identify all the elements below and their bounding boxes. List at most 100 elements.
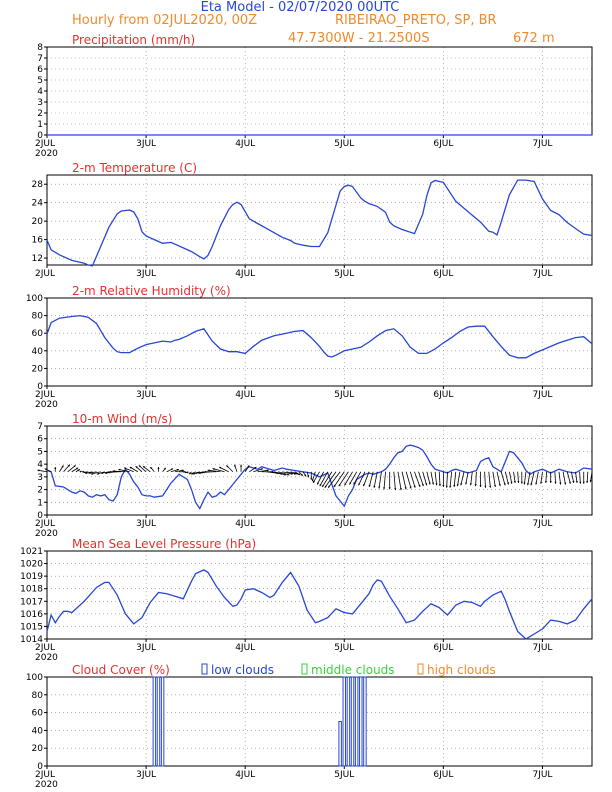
cloud-xtick-label: 5JUL (334, 770, 354, 780)
cloud-xtick-label: 3JUL (136, 770, 156, 780)
rh-ytick-label: 60 (32, 329, 44, 339)
wind-arrow-head (333, 484, 336, 487)
wind-arrow (278, 471, 290, 476)
wind-arrow-head (453, 484, 456, 487)
wind-arrow-head (503, 483, 506, 486)
mslp-title: Mean Sea Level Pressure (hPa) (72, 537, 256, 551)
cloud-bar-0 (338, 721, 342, 767)
wind-arrow-head (324, 485, 327, 488)
wind-arrow-head (435, 483, 438, 486)
cloud-bar-0 (160, 676, 165, 767)
wind-arrow-head (383, 487, 386, 490)
wind-arrow-head (304, 474, 307, 477)
wind-arrow-head (575, 480, 578, 483)
wind-arrow (312, 471, 320, 484)
wind-arrow-head (418, 484, 421, 487)
wind-arrow-head (129, 467, 132, 469)
rh-year-label: 2020 (35, 400, 58, 410)
legend-swatch-middle (301, 663, 308, 675)
wind-ytick-label: 2 (37, 486, 43, 496)
wind-arrow-head (474, 484, 477, 487)
cloud-frame (46, 676, 593, 767)
wind-arrow-head (81, 470, 84, 473)
wind-arrow-head (76, 467, 79, 470)
wind-arrow (358, 471, 366, 486)
wind-arrow (383, 471, 386, 490)
mslp-xtick-label: 6JUL (433, 643, 453, 653)
temp-xtick-label: 3JUL (136, 269, 156, 279)
rh-ytick-label: 0 (37, 382, 43, 392)
wind-arrow (338, 471, 349, 487)
wind-arrow (438, 471, 441, 487)
wind-arrow (566, 471, 571, 484)
wind-arrow (327, 471, 341, 489)
wind-arrow-head (91, 472, 94, 475)
wind-arrow-head (510, 481, 513, 484)
wind-arrow (368, 471, 374, 488)
wind-arrow-head (85, 471, 88, 474)
wind-xtick-label: 3JUL (136, 519, 156, 529)
wind-arrow-head (520, 481, 523, 484)
wind-arrow-head (105, 472, 108, 474)
wind-ytick-label: 3 (37, 473, 43, 483)
wind-arrow-head (378, 486, 381, 489)
cloud-ytick-label: 0 (37, 762, 43, 772)
wind-arrow-head (349, 482, 352, 485)
wind-arrow-head (67, 464, 70, 467)
wind-arrow-head (254, 467, 257, 469)
wind-arrow-head (489, 485, 492, 488)
rh-xtick-label: 5JUL (334, 390, 354, 400)
cloud-ytick-label: 80 (32, 691, 44, 701)
wind-arrow-head (494, 484, 496, 487)
wind-arrow-head (428, 482, 431, 485)
wind-arrow-head (421, 484, 424, 487)
mslp-ytick-label: 1014 (20, 635, 43, 645)
wind-xtick-label: 7JUL (532, 519, 552, 529)
wind-arrow-head (319, 484, 322, 487)
wind-arrow-head (287, 473, 290, 476)
wind-xtick-label: 5JUL (334, 519, 354, 529)
wind-arrow (509, 471, 513, 484)
wind-arrow-head (189, 472, 192, 475)
rh-frame (46, 297, 593, 387)
cloud-bar-0 (359, 676, 363, 767)
wind-arrow (562, 471, 566, 485)
wind-arrow-head (399, 488, 402, 491)
wind-arrow-head (535, 482, 538, 485)
rh-xtick-label: 7JUL (532, 390, 552, 400)
wind-arrow-head (589, 480, 592, 483)
wind-arrow-head (77, 469, 80, 472)
wind-arrow (422, 471, 428, 486)
legend-swatch-high (417, 663, 424, 675)
temp-ytick-label: 20 (32, 217, 44, 227)
wind-arrow-head (247, 465, 250, 468)
wind-arrow (430, 471, 434, 485)
precip-xtick-label: 5JUL (334, 139, 354, 149)
wind-arrow-head (310, 477, 313, 480)
wind-arrow-head (554, 481, 557, 484)
wind-arrow-head (266, 469, 269, 472)
wind-arrow-head (226, 465, 229, 468)
wind-arrow-head (240, 464, 243, 467)
rh-xtick-label: 3JUL (136, 390, 156, 400)
wind-arrow (333, 471, 345, 488)
wind-arrow-head (195, 472, 198, 475)
wind-arrow-head (338, 484, 341, 487)
cloud-ytick-label: 100 (26, 673, 43, 683)
wind-arrow-head (212, 468, 215, 471)
wind-arrow (324, 471, 337, 489)
wind-arrow-head (181, 469, 184, 472)
wind-arrow (484, 471, 486, 488)
temp-line-temperature (46, 179, 593, 267)
wind-arrow (492, 471, 496, 488)
wind-arrow-head (368, 484, 371, 487)
wind-arrow (353, 471, 362, 485)
rh-xtick-label: 2JUL (35, 390, 55, 400)
wind-arrow-head (449, 485, 452, 488)
wind-arrow-head (138, 465, 141, 468)
wind-arrow-head (527, 483, 529, 486)
mslp-xtick-label: 4JUL (235, 643, 255, 653)
wind-ytick-label: 0 (37, 511, 43, 521)
wind-panel: 0 1 2 3 4 5 6 7 2JUL 3JUL 4JUL 5JUL 6JUL 7JUL 2020 10-m… (35, 412, 593, 539)
wind-arrow-head (37, 469, 40, 472)
